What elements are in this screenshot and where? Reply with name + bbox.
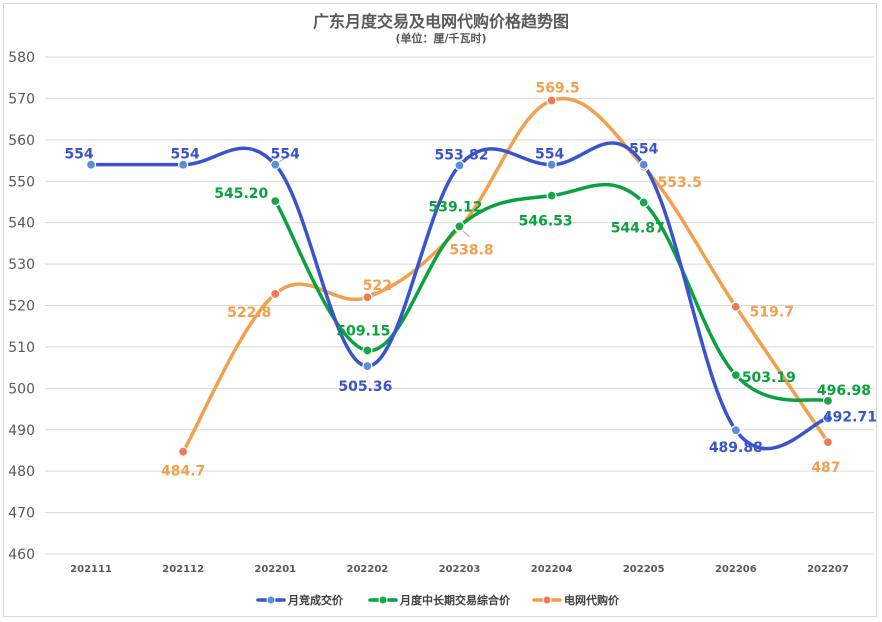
data-label: 554 [629, 142, 658, 158]
data-label: 546.53 [519, 214, 573, 230]
x-tick-label: 202202 [347, 564, 389, 575]
y-tick-label: 530 [8, 257, 35, 273]
leader-lines [279, 154, 470, 295]
data-point [638, 159, 649, 170]
legend-item[interactable]: 月度中长期交易综合价 [368, 593, 511, 607]
data-label: 509.15 [336, 323, 390, 339]
data-label: 522 [363, 278, 392, 294]
x-tick-label: 202112 [162, 564, 204, 575]
legend-item[interactable]: 电网代购价 [532, 593, 620, 607]
data-label: 487 [811, 460, 840, 476]
chart-subtitle: (单位：厘/千瓦时) [395, 31, 486, 45]
data-point [270, 196, 281, 207]
data-point [730, 301, 741, 312]
y-tick-label: 480 [8, 464, 35, 480]
legend[interactable]: 月竞成交价 月度中长期交易综合价 电网代购价 [256, 593, 620, 607]
data-label: 505.36 [338, 379, 392, 395]
x-tick-label: 202205 [623, 564, 665, 575]
data-point [454, 221, 465, 232]
y-tick-label: 580 [8, 50, 35, 66]
data-label: 553.5 [658, 175, 702, 191]
data-point [638, 197, 649, 208]
data-point [362, 292, 373, 303]
data-point [270, 288, 281, 300]
x-tick-label: 202204 [531, 564, 573, 575]
leader-line [462, 230, 470, 238]
y-tick-label: 500 [8, 381, 35, 397]
data-point [270, 159, 281, 170]
data-label: 553.82 [434, 147, 488, 163]
data-label: 496.98 [817, 383, 871, 399]
data-labels: 554 554 554 505.36 553.82 554 554 489.88 492.71 5… [64, 80, 877, 479]
marker-layer [85, 95, 834, 457]
y-axis-ticks: 460 470 480 490 500 510 520 530 540 550 560 570 580 [8, 50, 35, 563]
data-point [85, 159, 97, 170]
data-point [362, 345, 373, 356]
data-label: 554 [535, 147, 564, 163]
y-tick-label: 460 [8, 547, 35, 563]
data-label: 544.87 [611, 220, 665, 236]
chart-title: 广东月度交易及电网代购价格趋势图 [313, 12, 569, 31]
y-tick-label: 520 [8, 299, 35, 315]
data-label: 484.7 [161, 464, 205, 480]
data-point [178, 446, 189, 457]
data-point [362, 361, 373, 372]
legend-marker [378, 595, 388, 605]
data-label: 554 [271, 147, 300, 163]
data-label: 538.8 [449, 243, 493, 259]
y-tick-label: 550 [8, 174, 35, 190]
data-label: 519.7 [750, 305, 794, 321]
legend-label: 月度中长期交易综合价 [399, 593, 511, 607]
x-tick-label: 202207 [807, 564, 849, 575]
chart-svg: 广东月度交易及电网代购价格趋势图 (单位：厘/千瓦时) 460 470 480 490… [8, 12, 877, 607]
data-point [730, 425, 741, 436]
data-point [730, 370, 741, 381]
chart-frame: 广东月度交易及电网代购价格趋势图 (单位：厘/千瓦时) 460 470 480 490… [3, 3, 877, 617]
y-tick-label: 490 [8, 423, 35, 439]
leader-line [279, 154, 291, 163]
series-line [89, 141, 830, 451]
x-tick-label: 202203 [439, 564, 481, 575]
grid-layer [45, 56, 874, 555]
data-label: 492.71 [823, 410, 877, 426]
data-label: 554 [64, 147, 93, 163]
data-label: 569.5 [535, 80, 579, 96]
data-point [822, 413, 834, 424]
y-tick-label: 510 [8, 340, 35, 356]
legend-label: 电网代购价 [564, 593, 620, 607]
data-point [454, 160, 465, 171]
legend-label: 月竞成交价 [287, 593, 344, 607]
data-point [822, 437, 834, 448]
data-point [822, 395, 834, 406]
data-label: 545.20 [214, 186, 268, 202]
x-tick-label: 202111 [70, 564, 112, 575]
data-label: 539.12 [428, 199, 482, 215]
legend-item[interactable]: 月竞成交价 [256, 593, 344, 607]
data-point [546, 159, 557, 170]
legend-marker [266, 595, 276, 605]
y-tick-label: 540 [8, 216, 35, 232]
y-tick-label: 560 [8, 133, 35, 149]
leader-line [370, 290, 376, 295]
data-label: 503.19 [742, 370, 796, 386]
data-point [178, 159, 189, 170]
x-tick-label: 202206 [715, 564, 757, 575]
x-tick-label: 202201 [254, 564, 296, 575]
data-label: 522.8 [227, 305, 271, 321]
y-tick-label: 470 [8, 506, 35, 522]
data-point [546, 190, 557, 201]
legend-marker [542, 595, 552, 605]
y-tick-label: 570 [8, 91, 35, 107]
data-point [546, 95, 557, 106]
data-label: 489.88 [709, 440, 763, 456]
data-label: 554 [171, 147, 200, 163]
x-axis-ticks: 202111 202112 202201 202202 202203 202204 2022… [70, 564, 849, 575]
